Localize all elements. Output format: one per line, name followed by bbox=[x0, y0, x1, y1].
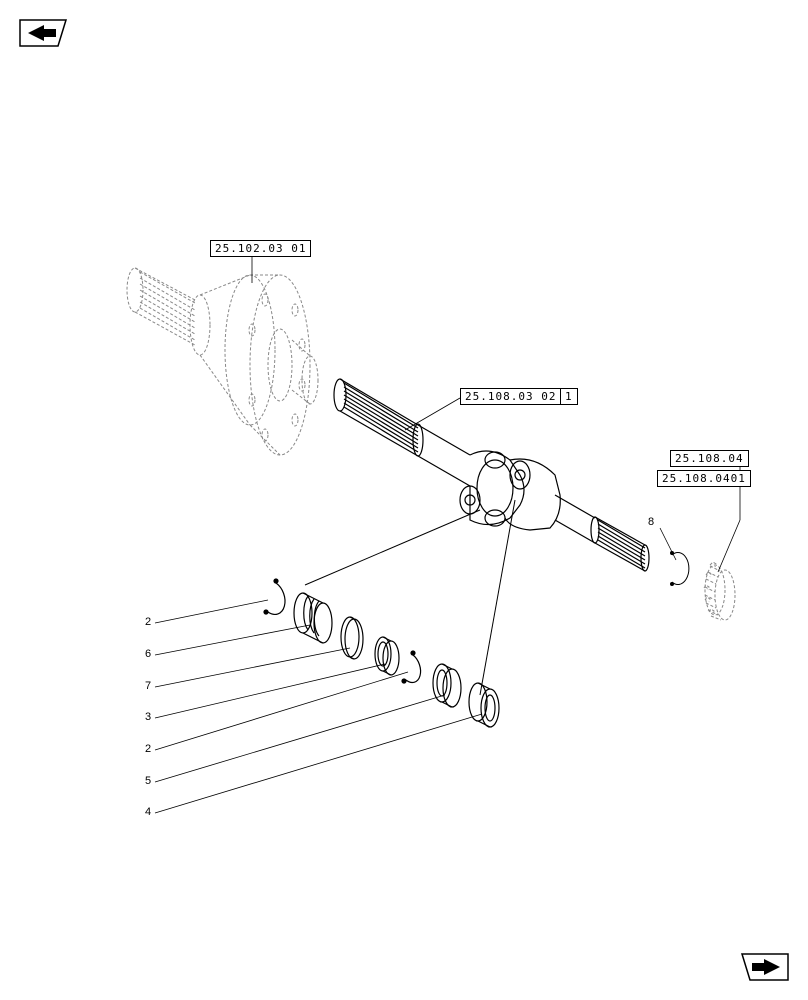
ref-shaft-num: 1 bbox=[560, 388, 578, 405]
callout-6: 6 bbox=[145, 648, 151, 660]
ref-gear-bottom-label: 25.108.0401 bbox=[657, 470, 751, 487]
callout-2b: 2 bbox=[145, 743, 151, 755]
callout-2a: 2 bbox=[145, 616, 151, 628]
callout-8: 8 bbox=[648, 516, 654, 528]
ref-hub-label: 25.102.03 01 bbox=[210, 240, 311, 257]
ref-shaft-label: 25.108.03 02 bbox=[460, 388, 561, 405]
callout-3: 3 bbox=[145, 711, 151, 723]
callout-7: 7 bbox=[145, 680, 151, 692]
callout-5: 5 bbox=[145, 775, 151, 787]
callout-4: 4 bbox=[145, 806, 151, 818]
ref-gear-top-label: 25.108.04 bbox=[670, 450, 749, 467]
technical-diagram bbox=[0, 0, 808, 1000]
